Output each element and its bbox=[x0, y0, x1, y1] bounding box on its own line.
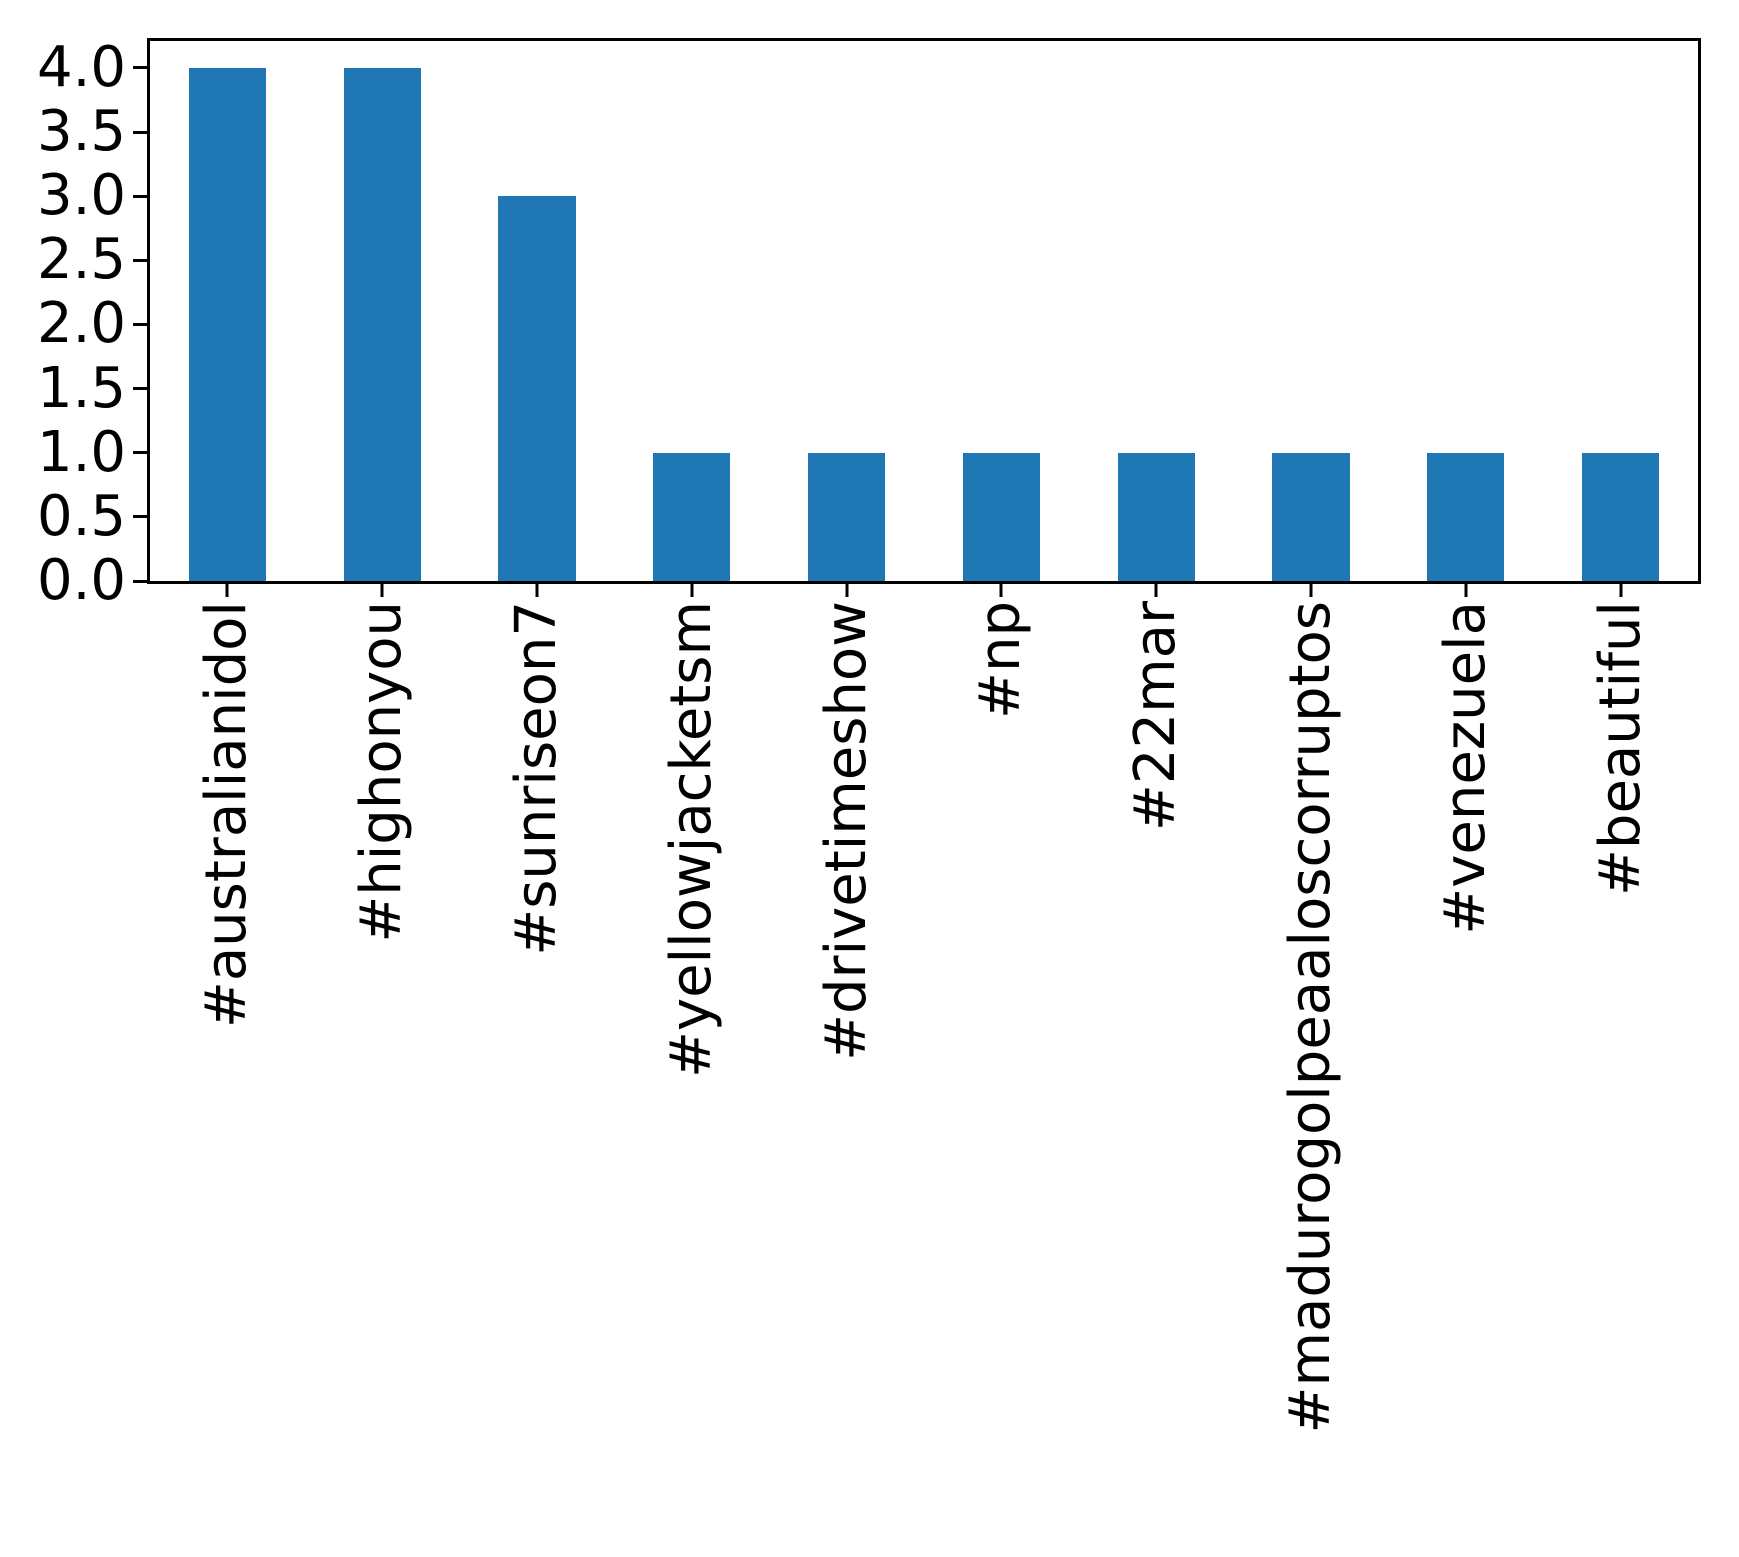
x-axis-label: #np bbox=[968, 601, 1034, 719]
x-axis-label: #highonyou bbox=[349, 601, 415, 943]
x-axis-tick bbox=[1464, 584, 1468, 597]
x-axis-tick bbox=[999, 584, 1003, 597]
x-axis-tick bbox=[690, 584, 694, 597]
x-axis-label: #drivetimeshow bbox=[813, 601, 879, 1061]
y-axis-label: 3.0 bbox=[36, 163, 126, 229]
y-axis-tick bbox=[133, 322, 147, 326]
y-axis-tick bbox=[133, 130, 147, 134]
y-axis-tick bbox=[133, 194, 147, 198]
y-axis-tick bbox=[133, 451, 147, 455]
x-axis-label: #venezuela bbox=[1432, 601, 1498, 935]
y-axis-label: 1.0 bbox=[36, 419, 126, 485]
x-axis-label: #yellowjacketsm bbox=[658, 601, 724, 1078]
y-axis-tick bbox=[133, 515, 147, 519]
plot-area: 0.0 0.5 1.0 1.5 2.0 2.5 3.0 3.5 4.0 #australiani… bbox=[37, 38, 1701, 1433]
x-axis-label: #australianidol bbox=[194, 601, 260, 1029]
y-axis-tick bbox=[133, 387, 147, 391]
y-axis-label: 4.0 bbox=[36, 34, 126, 100]
x-axis-label: #beautiful bbox=[1587, 601, 1653, 897]
y-axis-tick bbox=[133, 258, 147, 262]
bar bbox=[1581, 452, 1660, 581]
bar bbox=[962, 452, 1041, 581]
bar bbox=[498, 196, 576, 581]
x-axis-label: #madurogolpeaaloscorruptos bbox=[1278, 601, 1343, 1434]
bar bbox=[188, 67, 267, 581]
bar bbox=[1272, 452, 1350, 581]
bar bbox=[653, 452, 731, 581]
y-axis-tick bbox=[133, 66, 147, 70]
y-axis-label: 2.0 bbox=[36, 291, 126, 357]
bar bbox=[807, 452, 886, 581]
x-axis-label: #22mar bbox=[1123, 601, 1189, 832]
x-axis-tick bbox=[1154, 584, 1158, 597]
x-axis-tick bbox=[380, 584, 384, 597]
y-axis-label: 0.5 bbox=[36, 483, 126, 549]
y-axis-label: 1.5 bbox=[36, 355, 126, 421]
bar bbox=[1117, 452, 1195, 581]
bar bbox=[343, 67, 421, 581]
x-axis-tick bbox=[1309, 584, 1313, 597]
y-axis-label: 2.5 bbox=[36, 227, 126, 293]
x-axis-tick bbox=[225, 584, 229, 597]
x-axis-tick bbox=[1619, 584, 1623, 597]
x-axis-tick bbox=[845, 584, 849, 597]
x-axis-label: #sunriseon7 bbox=[504, 601, 569, 956]
y-axis-tick bbox=[133, 579, 147, 583]
x-axis-tick bbox=[535, 584, 539, 597]
bar bbox=[1427, 452, 1505, 581]
y-axis-label: 3.5 bbox=[36, 99, 126, 165]
y-axis-label: 0.0 bbox=[36, 548, 126, 613]
